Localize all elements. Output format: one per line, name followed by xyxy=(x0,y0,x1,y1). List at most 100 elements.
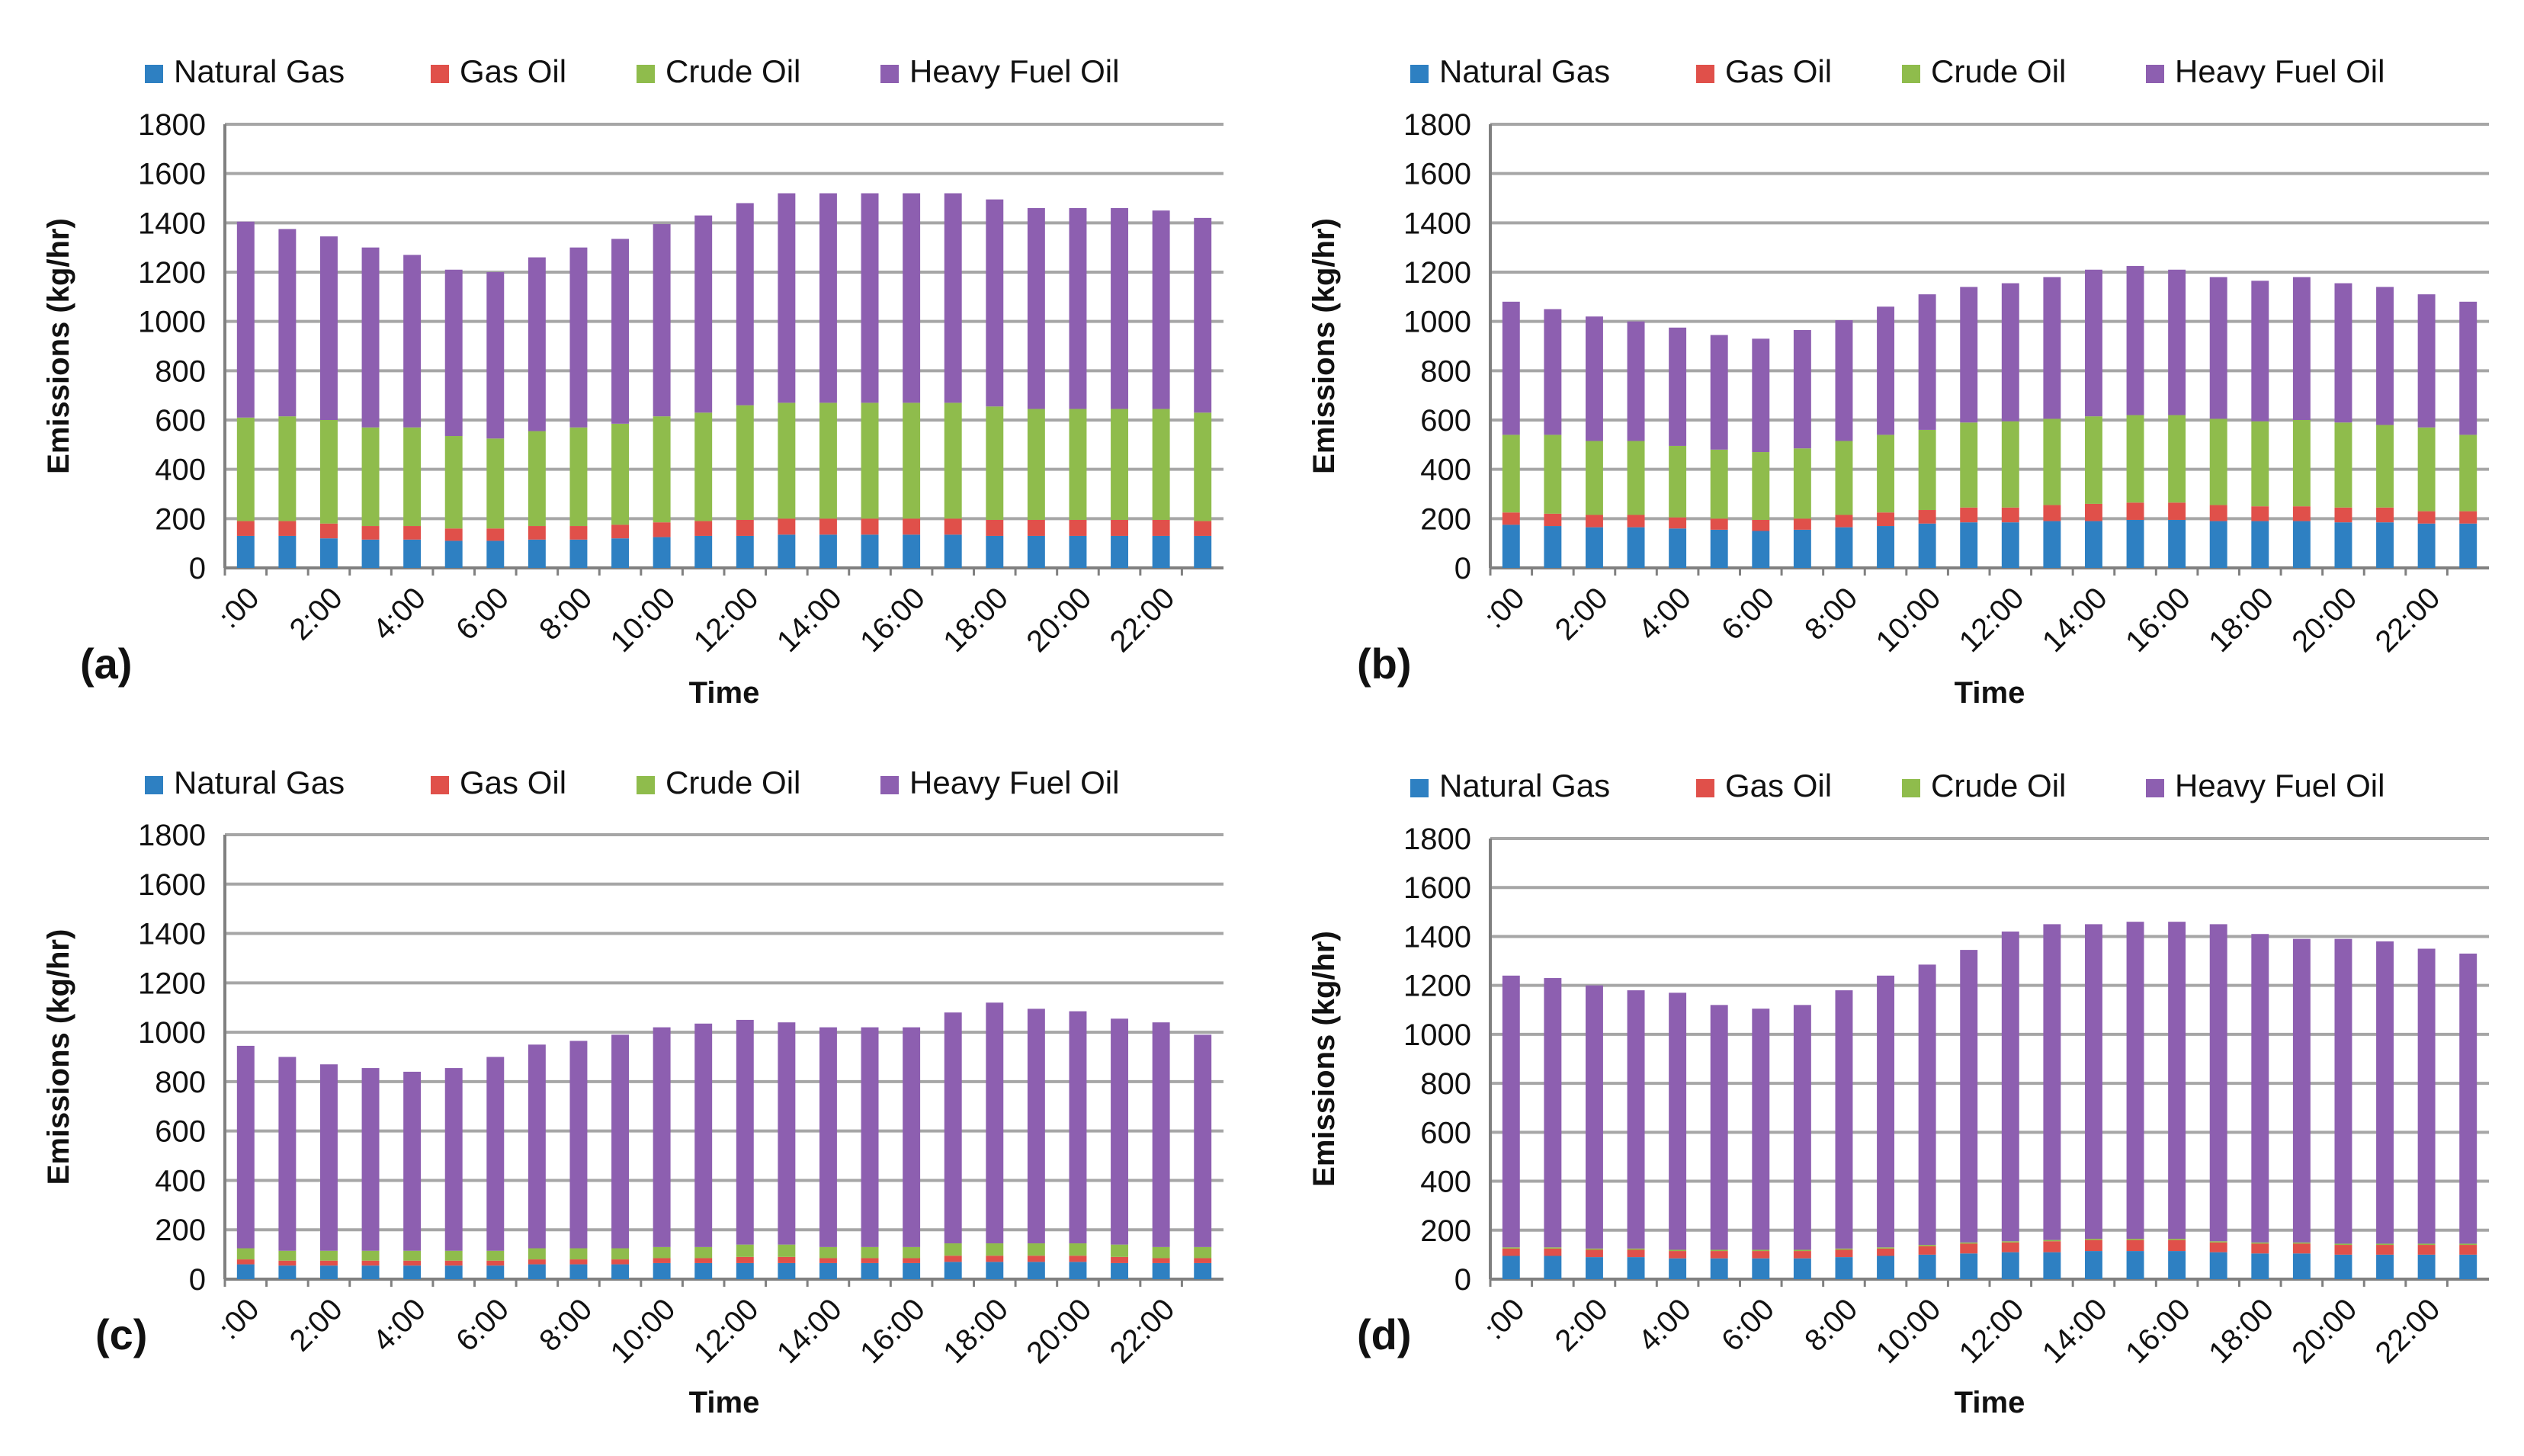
bar-segment xyxy=(819,1246,837,1259)
y-tick-label: 1400 xyxy=(138,918,206,951)
bar-segment xyxy=(1544,1247,1562,1249)
bar-segment xyxy=(569,1248,588,1260)
bar-segment xyxy=(2168,1239,2186,1240)
legend-label: Natural Gas xyxy=(174,53,345,89)
bar-segment xyxy=(1585,1257,1603,1279)
y-tick-label: 1200 xyxy=(138,256,206,290)
legend: Natural Gas Gas Oil Crude Oil Heavy Fuel Oi… xyxy=(1410,53,2384,89)
bar-segment xyxy=(736,1262,754,1279)
bar-segment xyxy=(1585,1249,1603,1258)
bar-segment xyxy=(944,1012,962,1244)
bar-segment xyxy=(1835,990,1853,1249)
bar-segment xyxy=(1027,1243,1045,1256)
bar-segment xyxy=(694,412,713,521)
bar-segment xyxy=(361,1265,380,1279)
bar-segment xyxy=(1710,1249,1728,1252)
bar-segment xyxy=(1111,535,1129,568)
legend: Natural Gas Gas Oil Crude Oil Heavy Fuel Oi… xyxy=(1410,768,2384,803)
bar-segment xyxy=(1793,1258,1811,1279)
x-tick-label: 18:00 xyxy=(2202,581,2280,659)
bar-segment xyxy=(1152,535,1170,568)
bar-segment xyxy=(2168,519,2186,568)
bar-segment xyxy=(1194,1258,1212,1263)
bar-segment xyxy=(1502,512,1520,525)
bar-segment xyxy=(1544,1256,1562,1279)
y-tick-label: 0 xyxy=(1454,1263,1471,1297)
bar-segment xyxy=(278,1265,297,1279)
bar-segment xyxy=(986,1002,1004,1244)
x-tick-label: 18:00 xyxy=(937,581,1015,659)
bar-segment xyxy=(1752,1009,1770,1250)
bar-segment xyxy=(1544,435,1562,514)
bar-segment xyxy=(1918,1245,1936,1246)
x-axis-title: Time xyxy=(689,1386,760,1419)
bar-segment xyxy=(694,215,713,413)
bar-segment xyxy=(2043,924,2061,1240)
y-tick-label: 1800 xyxy=(1403,823,1471,856)
y-tick-label: 1800 xyxy=(138,819,206,852)
x-tick-label: :00 xyxy=(1477,581,1531,634)
bar-segment xyxy=(528,1264,546,1279)
bar-segment xyxy=(1752,531,1770,568)
bar-segment xyxy=(528,431,546,527)
bar-segment xyxy=(319,1260,338,1266)
bar-segment xyxy=(1152,1022,1170,1247)
bar-segment xyxy=(694,1258,713,1263)
x-tick-label: 16:00 xyxy=(2119,1292,2197,1370)
x-tick-label: 4:00 xyxy=(1632,1292,1698,1358)
panel-label: (c) xyxy=(95,1310,147,1358)
bar-segment xyxy=(2126,519,2144,568)
bar-segment xyxy=(986,1243,1004,1256)
bar-segment xyxy=(278,521,297,536)
y-tick-label: 1600 xyxy=(1403,158,1471,191)
bar-segment xyxy=(403,526,422,540)
bar-segment xyxy=(1194,1246,1212,1259)
bar-segment xyxy=(1069,1262,1087,1279)
bar-segment xyxy=(2334,938,2352,1244)
bar-segment xyxy=(653,223,671,417)
bar-segment xyxy=(486,1057,505,1251)
bar-segment xyxy=(2292,1253,2311,1279)
bar-segment xyxy=(569,1259,588,1265)
bar-segment xyxy=(2292,1243,2311,1254)
bar-segment xyxy=(903,518,921,535)
bar-segment xyxy=(1585,316,1603,441)
bar-segment xyxy=(736,203,754,406)
y-axis-title: Emissions (kg/hr) xyxy=(42,218,75,474)
bar-segment xyxy=(319,538,338,568)
bar-segment xyxy=(2292,506,2311,521)
bar-segment xyxy=(2459,523,2477,568)
bar-segment xyxy=(736,1256,754,1263)
y-tick-label: 1600 xyxy=(1403,871,1471,905)
legend-swatch xyxy=(1410,65,1429,83)
bar-segment xyxy=(1918,1246,1936,1255)
bar-segment xyxy=(403,539,422,568)
bar-segment xyxy=(2251,1243,2269,1254)
bar-segment xyxy=(986,519,1004,536)
bar-segment xyxy=(2376,1243,2394,1246)
y-tick-label: 1000 xyxy=(138,1016,206,1050)
bar-segment xyxy=(1835,1248,1853,1250)
bar-segment xyxy=(611,1264,630,1279)
bar-segment xyxy=(1111,1262,1129,1279)
bar-segment xyxy=(528,526,546,540)
y-tick-label: 0 xyxy=(189,1263,206,1297)
bar-segment xyxy=(528,1259,546,1265)
bar-segment xyxy=(361,539,380,568)
bar-segment xyxy=(1627,1249,1645,1258)
x-tick-label: 6:00 xyxy=(450,1292,515,1358)
bar-segment xyxy=(1194,535,1212,568)
y-tick-label: 400 xyxy=(155,454,206,487)
legend-label: Crude Oil xyxy=(665,53,800,89)
bar-segment xyxy=(861,1258,879,1263)
bar-segment xyxy=(1710,1258,1728,1279)
bar-segment xyxy=(2043,1241,2061,1252)
bar-segment xyxy=(2334,1254,2352,1279)
bar-segment xyxy=(2292,521,2311,568)
bar-segment xyxy=(236,221,255,418)
bar-segment xyxy=(2001,522,2019,568)
y-axis-title: Emissions (kg/hr) xyxy=(1307,218,1341,474)
bar-segment xyxy=(569,526,588,540)
bar-segment xyxy=(236,535,255,568)
bar-segment xyxy=(1793,448,1811,519)
